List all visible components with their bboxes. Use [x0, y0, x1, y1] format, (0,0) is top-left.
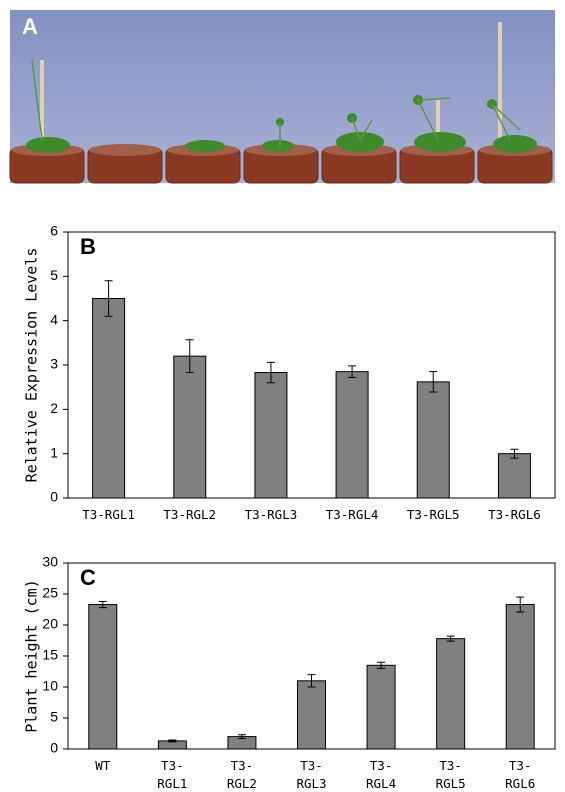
error-bar [98, 600, 107, 609]
bar [173, 355, 207, 499]
y-axis-label: Relative Expression Levels [23, 248, 41, 483]
x-tick-label: T3-RGL2 [163, 507, 217, 522]
y-tick-label: 0 [50, 740, 58, 756]
y-tick-label: 4 [50, 311, 58, 327]
x-tick-label: T3-RGL6 [488, 507, 541, 522]
y-axis-label: Plant height (cm) [23, 579, 41, 733]
bar [297, 680, 326, 750]
x-tick-label: T3- RGL6 [505, 758, 536, 791]
error-bar [237, 734, 246, 739]
bar [254, 372, 288, 499]
error-bar [307, 674, 316, 688]
bar [366, 664, 396, 750]
error-bar [377, 661, 386, 669]
bar [416, 381, 450, 499]
error-bar [104, 280, 113, 317]
bar [436, 638, 466, 750]
x-tick-label: T3-RGL1 [82, 507, 135, 522]
bar [497, 453, 531, 499]
bar [88, 604, 118, 750]
error-bar [446, 635, 455, 642]
bar [335, 371, 369, 499]
x-tick-label: T3- RGL5 [435, 758, 466, 791]
panel-label: C [80, 565, 96, 590]
error-bar [266, 361, 275, 384]
x-tick-label: T3- RGL2 [226, 758, 257, 791]
y-tick-label: 20 [42, 616, 58, 632]
y-tick-label: 0 [50, 489, 58, 505]
x-tick-label: T3-RGL3 [244, 507, 298, 522]
y-tick-label: 10 [42, 678, 58, 694]
y-tick-label: 15 [42, 647, 58, 663]
x-tick-label: T3- RGL4 [366, 758, 397, 791]
y-tick-label: 2 [50, 400, 58, 416]
y-tick-label: 1 [50, 444, 58, 460]
error-bar [510, 448, 519, 459]
y-tick-label: 3 [50, 356, 58, 372]
panel-label: B [80, 234, 96, 259]
y-tick-label: 5 [50, 709, 58, 725]
error-bar [168, 739, 177, 743]
y-tick-label: 5 [50, 267, 58, 283]
bar [505, 604, 535, 750]
x-tick-label: WT [95, 758, 111, 773]
x-tick-label: T3- RGL1 [157, 758, 188, 791]
x-tick-label: T3-RGL4 [325, 507, 379, 522]
x-tick-label: T3-RGL5 [406, 507, 460, 522]
error-bar [429, 371, 438, 393]
photo: A [9, 10, 555, 184]
plot-frame [67, 231, 556, 499]
y-tick-label: 25 [42, 585, 58, 601]
panel-label: A [22, 14, 38, 39]
y-tick-label: 6 [50, 223, 58, 239]
error-bar [348, 365, 357, 378]
error-bar [185, 339, 194, 374]
x-tick-label: T3- RGL3 [296, 758, 327, 791]
error-bar [516, 596, 525, 613]
y-tick-label: 30 [42, 554, 58, 570]
bar [92, 298, 126, 499]
